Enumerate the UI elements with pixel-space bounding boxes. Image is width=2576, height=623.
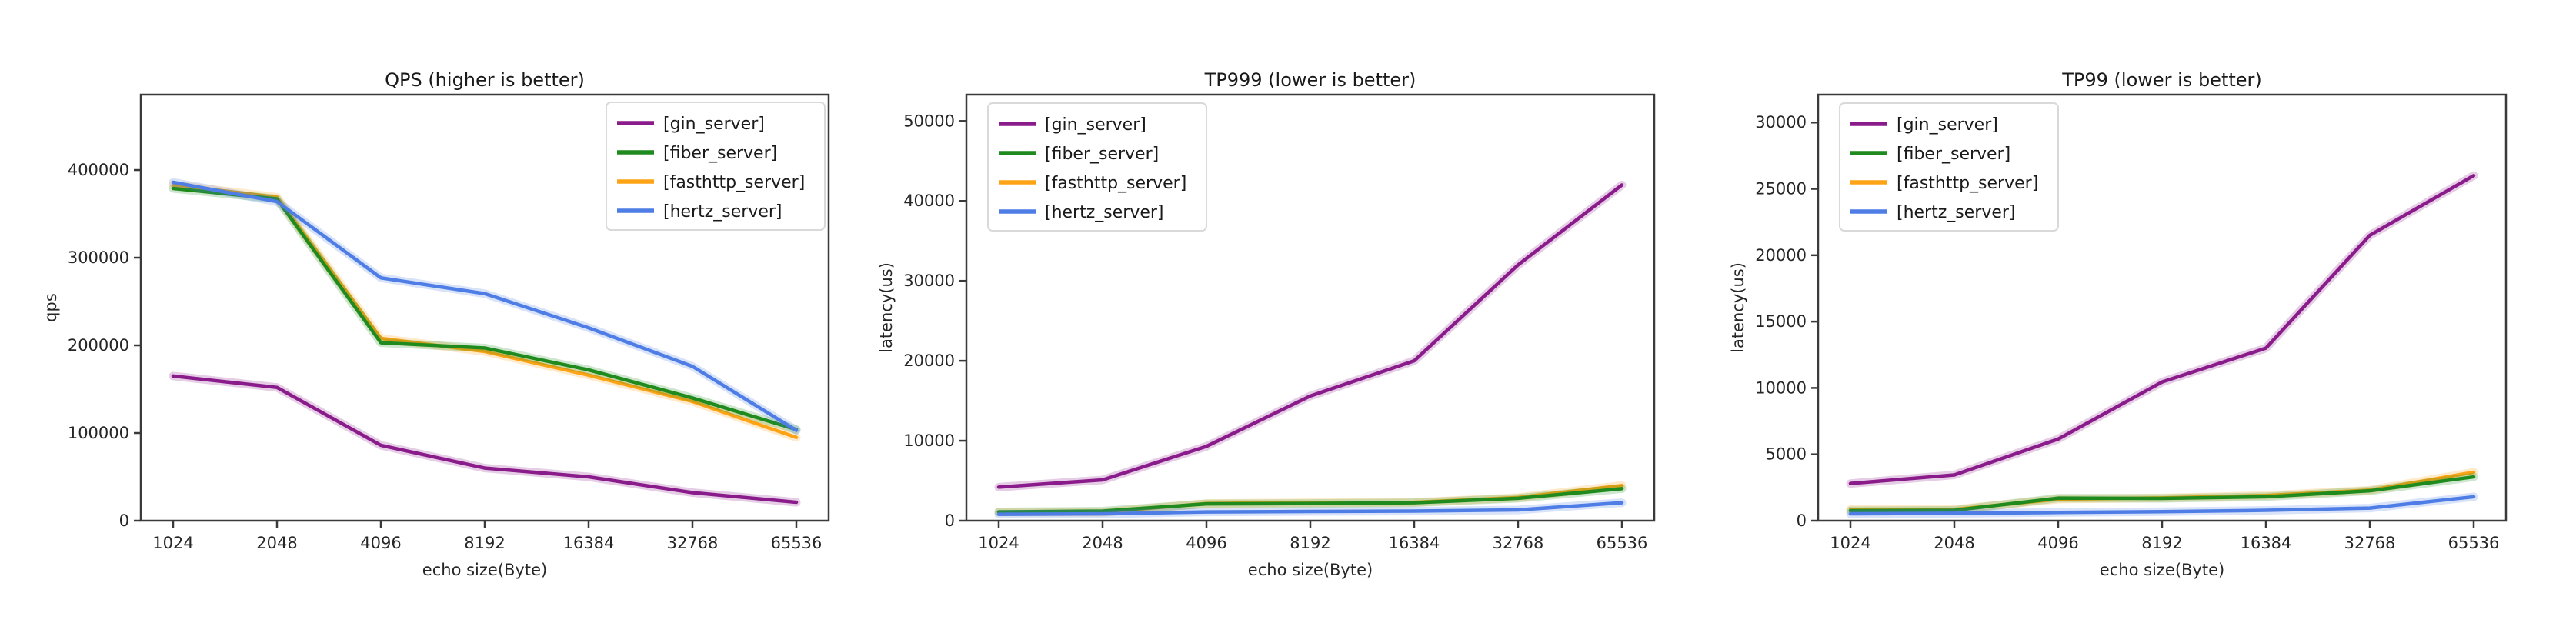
x-axis-label: echo size(Byte): [422, 561, 547, 579]
series-line-gin_server: [996, 183, 1624, 489]
y-axis-tick-label: 10000: [1755, 378, 1807, 397]
y-axis-tick-label: 15000: [1755, 312, 1807, 331]
y-axis-tick-label: 100000: [68, 424, 129, 442]
legend: [gin_server] [fiber_server] [fasthttp_serv…: [1839, 102, 2059, 232]
x-axis-label: echo size(Byte): [2100, 561, 2224, 579]
x-axis-tick-label: 1024: [152, 534, 193, 552]
y-axis-tick-label: 10000: [903, 431, 955, 450]
x-axis-tick-label: 32768: [1493, 534, 1544, 552]
y-axis-tick-label: 20000: [1755, 246, 1807, 265]
legend-label-fiber_server: [fiber_server]: [663, 144, 777, 163]
legend-label-fiber_server: [fiber_server]: [1045, 145, 1159, 164]
x-axis-tick-label: 16384: [1389, 534, 1440, 552]
legend-label-fasthttp_server: [fasthttp_server]: [1045, 174, 1186, 193]
legend-label-fasthttp_server: [fasthttp_server]: [663, 173, 805, 192]
legend: [gin_server] [fiber_server] [fasthttp_serv…: [987, 102, 1207, 232]
x-axis-tick-label: 16384: [2241, 534, 2292, 552]
x-axis-tick-label: 1024: [1830, 534, 1870, 552]
legend-label-hertz_server: [hertz_server]: [1045, 203, 1164, 222]
x-axis-tick-label: 2048: [1934, 534, 1974, 552]
chart-panel-1: QPS (higher is better) 0 100000 200000 30000…: [42, 69, 830, 579]
legend: [gin_server] [fiber_server] [fasthttp_serv…: [606, 102, 826, 231]
y-axis-tick-label: 30000: [1755, 113, 1807, 132]
y-axis-tick-label: 300000: [68, 248, 129, 267]
series-line-fasthttp_server: [171, 183, 799, 439]
y-axis-tick-label: 400000: [68, 161, 129, 179]
x-axis-tick-label: 2048: [256, 534, 297, 552]
series-band-gin_server: [169, 371, 801, 507]
y-axis-tick-label: 40000: [903, 192, 955, 210]
legend-box: [606, 102, 826, 231]
series-line-hertz_server: [996, 501, 1624, 516]
y-axis-tick-label: 0: [119, 511, 129, 530]
x-axis-tick-label: 16384: [563, 534, 615, 552]
series-line-gin_server: [1848, 174, 2476, 485]
chart-panel-3: TP99 (lower is better) 0 5000 10000 15000 200…: [1729, 69, 2508, 579]
series-line-gin_server: [171, 374, 799, 505]
chart-title: QPS (higher is better): [385, 69, 585, 91]
y-axis-tick-label: 0: [945, 511, 955, 530]
x-axis-tick-label: 4096: [2037, 534, 2078, 552]
legend-label-gin_server: [gin_server]: [663, 115, 765, 134]
series-line-hertz_server: [1848, 495, 2476, 516]
x-axis-tick-label: 8192: [2141, 534, 2182, 552]
x-axis-tick-label: 65536: [1597, 534, 1648, 552]
x-axis-tick-label: 1024: [978, 534, 1019, 552]
y-axis-tick-label: 200000: [68, 336, 129, 355]
y-axis-tick-label: 25000: [1755, 180, 1807, 198]
x-axis-tick-label: 4096: [1186, 534, 1226, 552]
y-axis-tick-label: 0: [1797, 511, 1807, 530]
legend-label-hertz_server: [hertz_server]: [1897, 203, 2016, 222]
legend-box: [987, 102, 1207, 232]
chart-panel-2: TP999 (lower is better) 0 10000 20000 30000 4…: [877, 69, 1656, 579]
series-line-hertz_server: [171, 180, 799, 432]
x-axis-tick-label: 8192: [1290, 534, 1330, 552]
y-axis-label: qps: [42, 293, 60, 322]
legend-label-gin_server: [gin_server]: [1045, 115, 1146, 135]
legend-label-gin_server: [gin_server]: [1897, 115, 1998, 135]
y-axis-tick-label: 20000: [903, 351, 955, 370]
x-axis-tick-label: 4096: [360, 534, 401, 552]
y-axis-tick-label: 30000: [903, 272, 955, 290]
x-axis-tick-label: 32768: [2344, 534, 2396, 552]
series-line-fiber_server: [996, 487, 1624, 514]
x-axis-tick-label: 32768: [667, 534, 719, 552]
chart-title: TP999 (lower is better): [1204, 69, 1416, 91]
y-axis-label: latency(us): [1729, 262, 1747, 353]
legend-label-fiber_server: [fiber_server]: [1897, 145, 2010, 164]
x-axis-tick-label: 8192: [464, 534, 505, 552]
series-line-fiber_server: [1848, 475, 2476, 513]
x-axis-tick-label: 2048: [1082, 534, 1123, 552]
series-line-fiber_server: [171, 186, 799, 431]
x-axis-label: echo size(Byte): [1248, 561, 1373, 579]
legend-label-hertz_server: [hertz_server]: [663, 202, 782, 222]
x-axis-tick-label: 65536: [2448, 534, 2500, 552]
x-axis-tick-label: 65536: [771, 534, 823, 552]
y-axis-tick-label: 5000: [1766, 445, 1807, 464]
chart-title: TP99 (lower is better): [2061, 69, 2262, 91]
legend-label-fasthttp_server: [fasthttp_server]: [1897, 174, 2038, 193]
y-axis-tick-label: 50000: [903, 112, 955, 130]
y-axis-label: latency(us): [877, 262, 896, 353]
legend-box: [1839, 102, 2059, 232]
